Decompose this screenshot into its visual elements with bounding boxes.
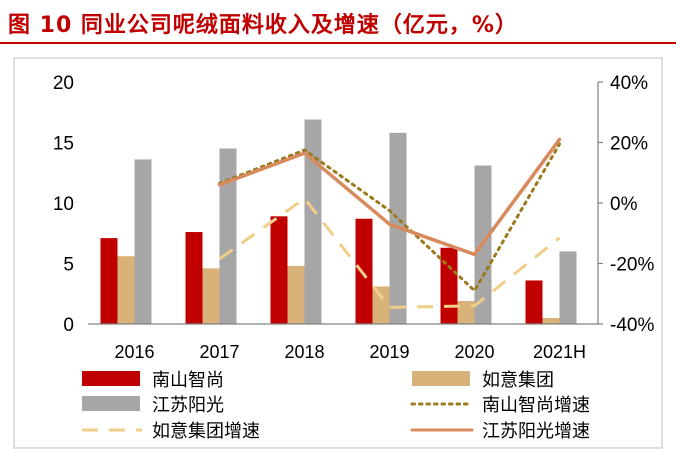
chart-title: 图 10 同业公司呢绒面料收入及增速（亿元，%）	[8, 13, 518, 38]
x-tick-label: 2019	[369, 342, 409, 362]
legend-jiangsu-growth-label: 江苏阳光增速	[482, 421, 590, 442]
line-nanshan-growth	[218, 142, 561, 293]
y-right-tick-label: 20%	[610, 134, 648, 155]
bar-jiangsu-2016	[134, 159, 152, 324]
legend-ruyi-swatch	[412, 371, 470, 386]
y-left-tick-label: 5	[63, 255, 74, 276]
bar-nanshan-2020	[440, 247, 458, 324]
legend-nanshan-label: 南山智尚	[152, 370, 224, 391]
line-jiangsu-growth	[217, 137, 562, 257]
bar-layer	[100, 119, 577, 324]
bar-ruyi-2018	[287, 265, 305, 324]
legend-ruyi-growth-label: 如意集团增速	[152, 421, 260, 442]
legend-nanshan-growth-label: 南山智尚增速	[482, 395, 590, 416]
y-left-tick-label: 15	[53, 134, 74, 155]
x-tick-label: 2020	[454, 342, 494, 362]
legend-ruyi-label: 如意集团	[482, 370, 554, 391]
y-left-tick-label: 20	[53, 73, 74, 94]
axes-layer: 0 5 10 15 20 -40% -20% 0% 20% 40% 2016 2017 2018 2019…	[53, 73, 655, 362]
x-tick-label: 2016	[114, 342, 154, 362]
title-bar: 图 10 同业公司呢绒面料收入及增速（亿元，%）	[0, 0, 676, 44]
legend-jiangsu-label: 江苏阳光	[152, 395, 224, 416]
x-tick-label: 2017	[199, 342, 239, 362]
chart-border	[13, 57, 663, 449]
line-layer	[217, 137, 562, 309]
bar-jiangsu-2017	[219, 148, 237, 324]
x-tick-label: 2021H	[533, 342, 586, 362]
x-tick-label: 2018	[284, 342, 324, 362]
bar-ruyi-2017	[202, 268, 220, 324]
bar-ruyi-2020	[457, 301, 475, 324]
plot-frame	[13, 57, 663, 449]
bar-jiangsu-2018	[304, 119, 322, 324]
bar-ruyi-2016	[117, 256, 135, 324]
legend-nanshan-swatch	[82, 371, 140, 386]
y-left-tick-label: 10	[53, 194, 74, 215]
line-ruyi-growth	[218, 196, 561, 309]
y-left-tick-label: 0	[63, 315, 74, 336]
bar-jiangsu-2021h	[559, 251, 577, 324]
bar-ruyi-2019	[372, 286, 390, 324]
bar-nanshan-2016	[100, 238, 118, 324]
bar-nanshan-2018	[270, 216, 288, 324]
bar-nanshan-2017	[185, 232, 203, 324]
y-right-tick-label: -40%	[610, 315, 654, 336]
y-right-tick-label: 40%	[610, 73, 648, 94]
y-right-tick-label: -20%	[610, 255, 654, 276]
bar-ruyi-2021h	[542, 317, 560, 324]
bar-nanshan-2019	[355, 218, 373, 324]
bar-nanshan-2021h	[525, 280, 543, 324]
legend-jiangsu-swatch	[82, 396, 140, 411]
y-right-tick-label: 0%	[610, 194, 638, 215]
